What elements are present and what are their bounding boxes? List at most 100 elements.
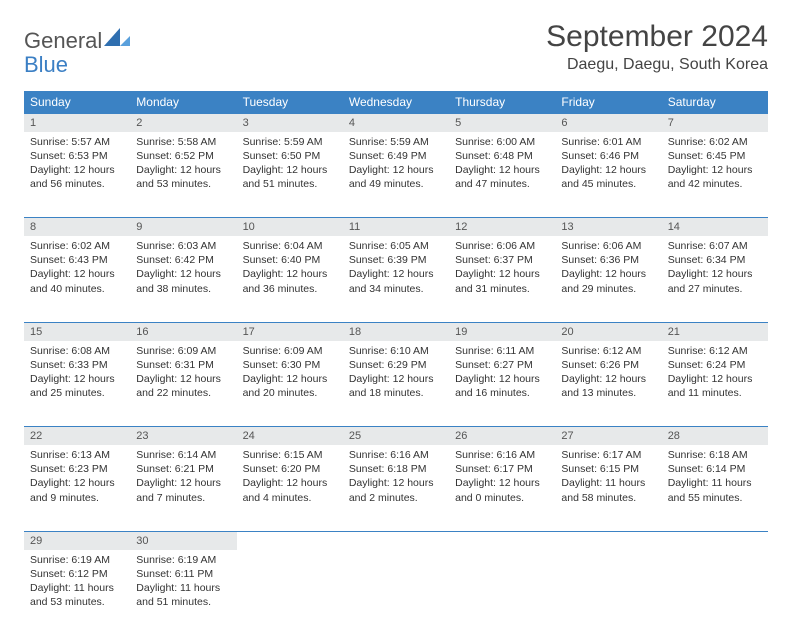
day-cell: Sunrise: 6:16 AMSunset: 6:18 PMDaylight:… xyxy=(343,445,449,531)
sunset-text: Sunset: 6:50 PM xyxy=(243,149,337,163)
day-number-row: 1234567 xyxy=(24,113,768,132)
weekday-header: Monday xyxy=(130,91,236,114)
day-number: 3 xyxy=(237,114,343,132)
sunset-text: Sunset: 6:27 PM xyxy=(455,358,549,372)
daylight-text: Daylight: 12 hours and 45 minutes. xyxy=(561,163,655,191)
day-number-row: 15161718192021 xyxy=(24,322,768,341)
day-number-cell: 6 xyxy=(555,113,661,132)
day-number-cell xyxy=(237,531,343,550)
sunrise-text: Sunrise: 5:59 AM xyxy=(349,135,443,149)
day-number-row: 891011121314 xyxy=(24,218,768,237)
month-title: September 2024 xyxy=(546,20,768,54)
day-number-cell: 29 xyxy=(24,531,130,550)
day-cell xyxy=(555,550,661,636)
day-cell: Sunrise: 6:15 AMSunset: 6:20 PMDaylight:… xyxy=(237,445,343,531)
sunrise-text: Sunrise: 6:17 AM xyxy=(561,448,655,462)
day-number: 5 xyxy=(449,114,555,132)
title-block: September 2024 Daegu, Daegu, South Korea xyxy=(546,20,768,74)
day-details: Sunrise: 6:14 AMSunset: 6:21 PMDaylight:… xyxy=(130,445,236,511)
day-number: 9 xyxy=(130,218,236,236)
day-number-cell: 5 xyxy=(449,113,555,132)
sunset-text: Sunset: 6:14 PM xyxy=(668,462,762,476)
day-cell: Sunrise: 6:09 AMSunset: 6:30 PMDaylight:… xyxy=(237,341,343,427)
sunset-text: Sunset: 6:52 PM xyxy=(136,149,230,163)
sunrise-text: Sunrise: 6:18 AM xyxy=(668,448,762,462)
day-details: Sunrise: 6:15 AMSunset: 6:20 PMDaylight:… xyxy=(237,445,343,511)
day-content-row: Sunrise: 6:19 AMSunset: 6:12 PMDaylight:… xyxy=(24,550,768,636)
day-cell: Sunrise: 6:04 AMSunset: 6:40 PMDaylight:… xyxy=(237,236,343,322)
sunrise-text: Sunrise: 6:05 AM xyxy=(349,239,443,253)
weekday-header: Saturday xyxy=(662,91,768,114)
day-details: Sunrise: 6:09 AMSunset: 6:30 PMDaylight:… xyxy=(237,341,343,407)
day-details: Sunrise: 6:06 AMSunset: 6:37 PMDaylight:… xyxy=(449,236,555,302)
day-details: Sunrise: 6:18 AMSunset: 6:14 PMDaylight:… xyxy=(662,445,768,511)
sunset-text: Sunset: 6:18 PM xyxy=(349,462,443,476)
day-details: Sunrise: 6:07 AMSunset: 6:34 PMDaylight:… xyxy=(662,236,768,302)
sunrise-text: Sunrise: 5:59 AM xyxy=(243,135,337,149)
daylight-text: Daylight: 12 hours and 53 minutes. xyxy=(136,163,230,191)
day-number-cell: 10 xyxy=(237,218,343,237)
day-cell: Sunrise: 6:00 AMSunset: 6:48 PMDaylight:… xyxy=(449,132,555,218)
day-details: Sunrise: 6:03 AMSunset: 6:42 PMDaylight:… xyxy=(130,236,236,302)
daylight-text: Daylight: 12 hours and 20 minutes. xyxy=(243,372,337,400)
sunrise-text: Sunrise: 6:16 AM xyxy=(455,448,549,462)
day-cell: Sunrise: 6:12 AMSunset: 6:24 PMDaylight:… xyxy=(662,341,768,427)
daylight-text: Daylight: 12 hours and 2 minutes. xyxy=(349,476,443,504)
day-number-cell: 15 xyxy=(24,322,130,341)
day-cell: Sunrise: 6:10 AMSunset: 6:29 PMDaylight:… xyxy=(343,341,449,427)
day-content-row: Sunrise: 6:08 AMSunset: 6:33 PMDaylight:… xyxy=(24,341,768,427)
day-number-cell: 20 xyxy=(555,322,661,341)
day-cell: Sunrise: 5:58 AMSunset: 6:52 PMDaylight:… xyxy=(130,132,236,218)
day-cell: Sunrise: 5:59 AMSunset: 6:49 PMDaylight:… xyxy=(343,132,449,218)
day-details: Sunrise: 5:58 AMSunset: 6:52 PMDaylight:… xyxy=(130,132,236,198)
sunrise-text: Sunrise: 6:11 AM xyxy=(455,344,549,358)
day-number: 8 xyxy=(24,218,130,236)
day-details: Sunrise: 6:05 AMSunset: 6:39 PMDaylight:… xyxy=(343,236,449,302)
sunrise-text: Sunrise: 5:58 AM xyxy=(136,135,230,149)
day-details: Sunrise: 6:04 AMSunset: 6:40 PMDaylight:… xyxy=(237,236,343,302)
sunset-text: Sunset: 6:15 PM xyxy=(561,462,655,476)
sunset-text: Sunset: 6:11 PM xyxy=(136,567,230,581)
sunset-text: Sunset: 6:37 PM xyxy=(455,253,549,267)
header: General Blue September 2024 Daegu, Daegu… xyxy=(24,20,768,77)
day-number-cell: 9 xyxy=(130,218,236,237)
day-cell: Sunrise: 6:05 AMSunset: 6:39 PMDaylight:… xyxy=(343,236,449,322)
day-details: Sunrise: 6:10 AMSunset: 6:29 PMDaylight:… xyxy=(343,341,449,407)
logo-word-general: General xyxy=(24,28,102,53)
daylight-text: Daylight: 12 hours and 22 minutes. xyxy=(136,372,230,400)
sunrise-text: Sunrise: 6:19 AM xyxy=(136,553,230,567)
day-number: 4 xyxy=(343,114,449,132)
day-details: Sunrise: 6:12 AMSunset: 6:26 PMDaylight:… xyxy=(555,341,661,407)
sunrise-text: Sunrise: 6:19 AM xyxy=(30,553,124,567)
sunset-text: Sunset: 6:29 PM xyxy=(349,358,443,372)
sunset-text: Sunset: 6:46 PM xyxy=(561,149,655,163)
day-details: Sunrise: 5:59 AMSunset: 6:50 PMDaylight:… xyxy=(237,132,343,198)
day-details: Sunrise: 6:13 AMSunset: 6:23 PMDaylight:… xyxy=(24,445,130,511)
day-number-cell: 22 xyxy=(24,427,130,446)
day-number-cell: 13 xyxy=(555,218,661,237)
day-details: Sunrise: 6:02 AMSunset: 6:43 PMDaylight:… xyxy=(24,236,130,302)
day-cell: Sunrise: 6:16 AMSunset: 6:17 PMDaylight:… xyxy=(449,445,555,531)
daylight-text: Daylight: 12 hours and 25 minutes. xyxy=(30,372,124,400)
sunset-text: Sunset: 6:26 PM xyxy=(561,358,655,372)
sunset-text: Sunset: 6:53 PM xyxy=(30,149,124,163)
day-details: Sunrise: 6:00 AMSunset: 6:48 PMDaylight:… xyxy=(449,132,555,198)
daylight-text: Daylight: 11 hours and 53 minutes. xyxy=(30,581,124,609)
day-content-row: Sunrise: 6:13 AMSunset: 6:23 PMDaylight:… xyxy=(24,445,768,531)
day-number-cell: 3 xyxy=(237,113,343,132)
day-cell: Sunrise: 6:11 AMSunset: 6:27 PMDaylight:… xyxy=(449,341,555,427)
daylight-text: Daylight: 12 hours and 18 minutes. xyxy=(349,372,443,400)
daylight-text: Daylight: 12 hours and 49 minutes. xyxy=(349,163,443,191)
day-number: 13 xyxy=(555,218,661,236)
day-number-cell: 24 xyxy=(237,427,343,446)
sunset-text: Sunset: 6:21 PM xyxy=(136,462,230,476)
day-cell xyxy=(237,550,343,636)
sunrise-text: Sunrise: 6:12 AM xyxy=(561,344,655,358)
daylight-text: Daylight: 12 hours and 9 minutes. xyxy=(30,476,124,504)
day-number: 16 xyxy=(130,323,236,341)
daylight-text: Daylight: 12 hours and 0 minutes. xyxy=(455,476,549,504)
sunrise-text: Sunrise: 6:10 AM xyxy=(349,344,443,358)
day-number: 18 xyxy=(343,323,449,341)
logo-text: General Blue xyxy=(24,26,132,77)
day-number: 6 xyxy=(555,114,661,132)
